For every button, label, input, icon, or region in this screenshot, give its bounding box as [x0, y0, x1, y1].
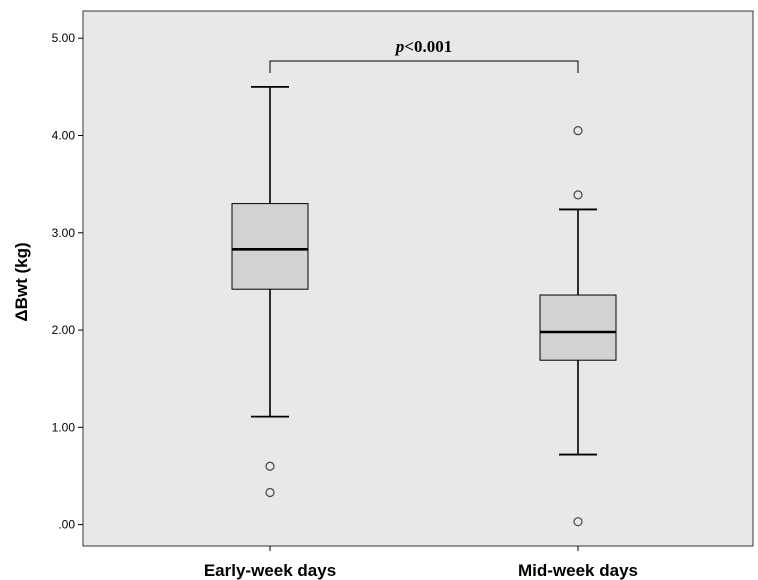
- y-axis: .00 1.00 2.00 3.00 4.00 5.00: [52, 31, 83, 532]
- y-axis-title: ΔBwt (kg): [12, 242, 31, 321]
- y-tick-label: .00: [58, 518, 75, 532]
- outlier-point: [265, 461, 275, 471]
- y-tick-label: 4.00: [52, 129, 76, 143]
- category-label: Mid-week days: [518, 561, 638, 580]
- y-tick-label: 1.00: [52, 420, 76, 434]
- x-axis: Early-week days Mid-week days: [204, 546, 638, 580]
- outlier-point: [573, 126, 583, 136]
- significance-label: p<0.001: [394, 37, 452, 56]
- p-value: <0.001: [404, 37, 452, 56]
- iqr-box: [539, 294, 617, 361]
- outlier-point: [573, 190, 583, 200]
- boxes: [231, 85, 617, 527]
- significance-annotation: p<0.001: [269, 37, 579, 73]
- box-group: [231, 85, 309, 498]
- box-group: [539, 126, 617, 527]
- outlier-point: [265, 487, 275, 498]
- y-tick-label: 2.00: [52, 323, 76, 337]
- category-label: Early-week days: [204, 561, 336, 580]
- significance-bracket: [269, 60, 579, 73]
- y-tick-label: 3.00: [52, 226, 76, 240]
- iqr-box: [231, 203, 309, 290]
- p-italic: p: [394, 37, 405, 56]
- y-tick-label: 5.00: [52, 31, 76, 45]
- plot-area: [82, 10, 754, 547]
- outlier-point: [573, 517, 583, 527]
